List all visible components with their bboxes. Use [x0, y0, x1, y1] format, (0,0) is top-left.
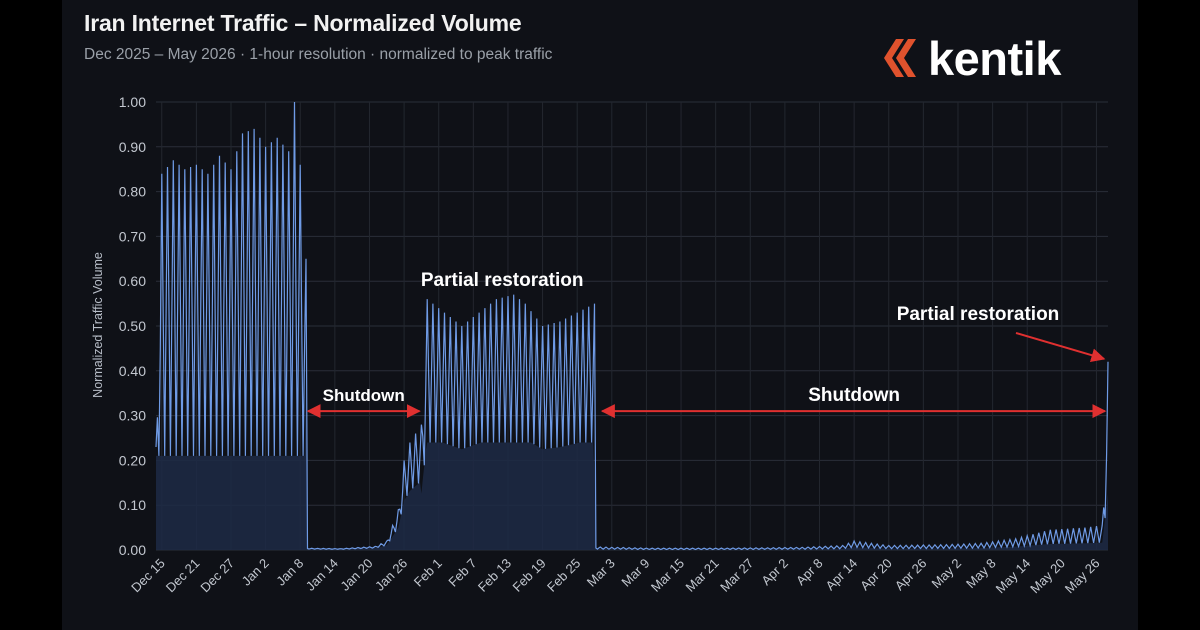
- x-tick-label: Jan 14: [303, 556, 341, 594]
- traffic-chart: 0.00 0.10 0.20 0.30 0.40 0.50 0.60 0.70 0.80 0.90…: [91, 94, 1109, 597]
- chart-panel: Iran Internet Traffic – Normalized Volum…: [62, 0, 1138, 630]
- x-tick-label: Apr 14: [823, 556, 861, 594]
- brand-name: kentik: [928, 31, 1061, 85]
- x-tick-label: May 20: [1027, 556, 1068, 597]
- y-tick-label: 0.90: [119, 139, 146, 155]
- x-tick-label: Mar 21: [683, 556, 722, 595]
- x-tick-label: Feb 13: [475, 556, 514, 595]
- restoration-pointer-arrow: [1015, 332, 1106, 363]
- x-tick-label: Mar 3: [584, 556, 618, 590]
- x-tick-label: Jan 26: [372, 556, 410, 594]
- x-tick-label: Apr 26: [892, 556, 930, 594]
- y-tick-label: 0.80: [119, 184, 146, 200]
- x-tick-label: May 2: [928, 556, 964, 592]
- x-tick-label: Jan 8: [273, 556, 306, 589]
- x-tick-label: May 26: [1062, 556, 1103, 597]
- y-tick-label: 0.40: [119, 363, 146, 379]
- kentik-logo-icon: [884, 39, 916, 77]
- y-tick-label: 1.00: [119, 94, 146, 110]
- y-tick-label: 0.30: [119, 408, 146, 424]
- y-tick-label: 0.20: [119, 452, 146, 468]
- x-tick-label: Jan 20: [337, 556, 375, 594]
- y-tick-label: 0.10: [119, 497, 146, 513]
- partial-restoration-label: Partial restoration: [897, 304, 1060, 325]
- y-axis-label: Normalized Traffic Volume: [91, 252, 105, 398]
- partial-restoration-label: Partial restoration: [421, 270, 584, 291]
- x-tick-label: Apr 20: [857, 556, 895, 594]
- x-tick-label: Dec 15: [128, 556, 168, 596]
- x-tick-label: Feb 25: [544, 556, 583, 595]
- chart-title: Iran Internet Traffic – Normalized Volum…: [84, 10, 522, 36]
- x-tick-label: May 14: [993, 556, 1034, 597]
- y-tick-label: 0.70: [119, 228, 146, 244]
- shutdown-label: Shutdown: [808, 385, 900, 406]
- x-tick-label: Feb 19: [509, 556, 548, 595]
- y-tick-label: 0.00: [119, 542, 146, 558]
- annotations: Shutdown Partial restoration Shutdown Parti…: [306, 270, 1107, 419]
- x-tick-label: Apr 8: [793, 556, 826, 589]
- x-tick-label: Jan 2: [239, 556, 272, 589]
- x-tick-label: Mar 15: [648, 556, 687, 595]
- x-tick-label: Feb 1: [411, 556, 445, 590]
- series-area-fill: [156, 389, 1108, 550]
- y-tick-label: 0.60: [119, 273, 146, 289]
- shutdown-label: Shutdown: [323, 386, 405, 405]
- series-line: [155, 101, 1109, 551]
- x-tick-label: Mar 27: [717, 556, 756, 595]
- x-tick-label: Dec 27: [197, 556, 237, 596]
- chart-subtitle: Dec 2025 – May 2026 · 1-hour resolution …: [84, 46, 553, 63]
- x-tick-label: Dec 21: [163, 556, 203, 596]
- x-tick-label: Apr 2: [758, 556, 791, 589]
- brand-logo: kentik: [872, 28, 1061, 88]
- y-tick-label: 0.50: [119, 318, 146, 334]
- y-axis: 0.00 0.10 0.20 0.30 0.40 0.50 0.60 0.70 0.80 0.90…: [119, 94, 146, 558]
